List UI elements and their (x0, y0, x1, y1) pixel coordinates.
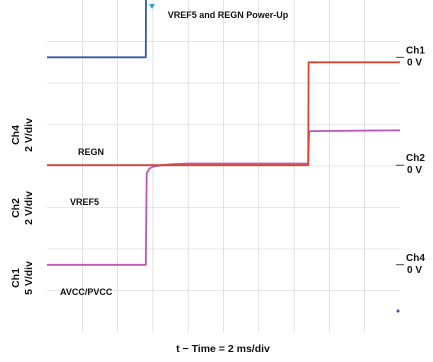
grid (47, 0, 400, 332)
ch2-scale-label: Ch22 V/div (10, 191, 35, 225)
chart-title: VREF5 and REGN Power-Up (168, 10, 289, 20)
x-axis-label: t − Time = 2 ms/div (176, 343, 270, 355)
trace-vref5 (47, 61, 400, 167)
trace-avcc-pvcc (47, 0, 147, 59)
ch4-right-label: Ch4 (406, 253, 425, 264)
traces (47, 0, 401, 266)
cursor-dot-icon (396, 309, 400, 313)
ch4-zero-label: 0 V (407, 265, 422, 276)
ch4-scale-label: Ch42 V/div (10, 118, 35, 152)
annotation-vref5: VREF5 (70, 197, 99, 207)
annotation-regn: REGN (78, 147, 104, 157)
ch1-scale-label: Ch15 V/div (10, 261, 35, 295)
ch2-right-label: Ch2 (406, 153, 425, 164)
ch2-zero-label: 0 V (407, 165, 422, 176)
trigger-marker-icon (149, 4, 155, 9)
annotation-avcc-pvcc: AVCC/PVCC (60, 287, 113, 297)
ch1-right-label: Ch1 (406, 45, 425, 56)
ch1-zero-label: 0 V (407, 57, 422, 68)
